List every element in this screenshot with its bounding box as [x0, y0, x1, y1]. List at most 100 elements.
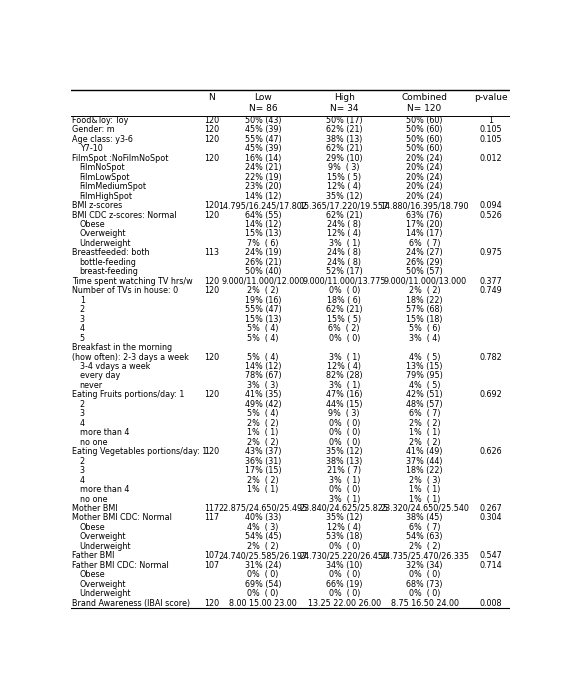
Text: 64% (55): 64% (55)	[244, 211, 281, 220]
Text: 23.840/24.625/25.825: 23.840/24.625/25.825	[300, 504, 389, 513]
Text: Food&Toy: Toy: Food&Toy: Toy	[72, 116, 128, 125]
Text: 1%  ( 1): 1% ( 1)	[409, 495, 441, 504]
Text: 4: 4	[79, 475, 84, 484]
Text: 5: 5	[79, 333, 85, 342]
Text: Mother BMI: Mother BMI	[72, 504, 117, 513]
Text: 79% (95): 79% (95)	[406, 371, 443, 381]
Text: 50% (60): 50% (60)	[407, 126, 443, 134]
Text: 41% (35): 41% (35)	[244, 390, 281, 399]
Text: 31% (24): 31% (24)	[244, 560, 281, 570]
Text: 0.377: 0.377	[479, 276, 502, 286]
Text: 0%  ( 0): 0% ( 0)	[409, 570, 441, 579]
Text: FilmMediumSpot: FilmMediumSpot	[79, 182, 147, 191]
Text: 2%  ( 2): 2% ( 2)	[247, 438, 279, 447]
Text: 1%  ( 1): 1% ( 1)	[247, 485, 278, 494]
Text: Y7-10: Y7-10	[79, 144, 103, 153]
Text: 14% (17): 14% (17)	[407, 229, 443, 239]
Text: Brand Awareness (IBAI score): Brand Awareness (IBAI score)	[72, 599, 190, 608]
Text: 52% (17): 52% (17)	[326, 268, 362, 276]
Text: Breakfast in the morning: Breakfast in the morning	[72, 343, 172, 352]
Text: 2%  ( 2): 2% ( 2)	[247, 542, 279, 551]
Text: 53% (18): 53% (18)	[326, 532, 362, 541]
Text: 120: 120	[204, 201, 219, 210]
Text: 0%  ( 0): 0% ( 0)	[328, 286, 360, 295]
Text: 14% (12): 14% (12)	[244, 362, 281, 371]
Text: 2%  ( 2): 2% ( 2)	[409, 286, 441, 295]
Text: 5%  ( 4): 5% ( 4)	[247, 353, 278, 362]
Text: never: never	[79, 381, 103, 390]
Text: BMI CDC z-scores: Normal: BMI CDC z-scores: Normal	[72, 211, 176, 220]
Text: Underweight: Underweight	[79, 239, 131, 248]
Text: 0%  ( 0): 0% ( 0)	[328, 418, 360, 428]
Text: 12% ( 4): 12% ( 4)	[327, 362, 361, 371]
Text: Time spent watching TV hrs/w: Time spent watching TV hrs/w	[72, 276, 192, 286]
Text: 3%  ( 1): 3% ( 1)	[328, 475, 360, 484]
Text: High: High	[334, 93, 354, 102]
Text: 0%  ( 0): 0% ( 0)	[328, 485, 360, 494]
Text: 22.875/24.650/25.495: 22.875/24.650/25.495	[218, 504, 307, 513]
Text: 8.00 15.00 23.00: 8.00 15.00 23.00	[229, 599, 297, 608]
Text: 50% (57): 50% (57)	[406, 268, 443, 276]
Text: 120: 120	[204, 116, 219, 125]
Text: 12% ( 4): 12% ( 4)	[327, 523, 361, 532]
Text: 0.749: 0.749	[479, 286, 502, 295]
Text: N= 120: N= 120	[408, 104, 442, 113]
Text: 3%  ( 1): 3% ( 1)	[328, 495, 360, 504]
Text: 0.782: 0.782	[479, 353, 502, 362]
Text: 40% (33): 40% (33)	[245, 513, 281, 523]
Text: 4%  ( 5): 4% ( 5)	[409, 353, 441, 362]
Text: 32% (34): 32% (34)	[407, 560, 443, 570]
Text: 20% (24): 20% (24)	[407, 163, 443, 172]
Text: 55% (47): 55% (47)	[244, 305, 281, 314]
Text: Eating Fruits portions/day: 1: Eating Fruits portions/day: 1	[72, 390, 184, 399]
Text: 0%  ( 0): 0% ( 0)	[328, 589, 360, 598]
Text: 1: 1	[488, 116, 493, 125]
Text: 2: 2	[79, 457, 85, 466]
Text: no one: no one	[79, 438, 107, 447]
Text: 35% (12): 35% (12)	[326, 191, 362, 200]
Text: 120: 120	[204, 154, 219, 163]
Text: 24% (21): 24% (21)	[244, 163, 281, 172]
Text: 0.304: 0.304	[479, 513, 502, 523]
Text: more than 4: more than 4	[79, 485, 129, 494]
Text: Overweight: Overweight	[79, 532, 126, 541]
Text: 0.626: 0.626	[479, 447, 502, 456]
Text: Low: Low	[254, 93, 272, 102]
Text: 69% (54): 69% (54)	[244, 580, 281, 589]
Text: 5%  ( 4): 5% ( 4)	[247, 410, 278, 418]
Text: 120: 120	[204, 211, 219, 220]
Text: 15% (18): 15% (18)	[407, 315, 443, 324]
Text: 6%  ( 2): 6% ( 2)	[328, 324, 360, 333]
Text: 66% (19): 66% (19)	[326, 580, 362, 589]
Text: FilmSpot :NoFilmNoSpot: FilmSpot :NoFilmNoSpot	[72, 154, 168, 163]
Text: 26% (21): 26% (21)	[244, 258, 281, 267]
Text: Combined: Combined	[401, 93, 447, 102]
Text: 68% (73): 68% (73)	[407, 580, 443, 589]
Text: 107: 107	[204, 560, 219, 570]
Text: Underweight: Underweight	[79, 589, 131, 598]
Text: 50% (40): 50% (40)	[244, 268, 281, 276]
Text: bottle-feeding: bottle-feeding	[79, 258, 137, 267]
Text: 9.000/11.000/12.000: 9.000/11.000/12.000	[221, 276, 304, 286]
Text: 0%  ( 0): 0% ( 0)	[328, 570, 360, 579]
Text: 120: 120	[204, 286, 219, 295]
Text: 0%  ( 0): 0% ( 0)	[328, 333, 360, 342]
Text: Obese: Obese	[79, 220, 105, 229]
Text: 3%  ( 1): 3% ( 1)	[328, 381, 360, 390]
Text: 3%  ( 1): 3% ( 1)	[328, 239, 360, 248]
Text: 0%  ( 0): 0% ( 0)	[328, 428, 360, 437]
Text: 82% (28): 82% (28)	[326, 371, 362, 381]
Text: 107: 107	[204, 552, 219, 560]
Text: 3: 3	[79, 466, 84, 475]
Text: 48% (57): 48% (57)	[407, 400, 443, 409]
Text: 54% (63): 54% (63)	[407, 532, 443, 541]
Text: 3: 3	[79, 410, 84, 418]
Text: 0.267: 0.267	[479, 504, 502, 513]
Text: 57% (68): 57% (68)	[407, 305, 443, 314]
Text: p-value: p-value	[473, 93, 507, 102]
Text: 6%  ( 7): 6% ( 7)	[409, 239, 441, 248]
Text: 9%  ( 3): 9% ( 3)	[328, 163, 360, 172]
Text: 0%  ( 0): 0% ( 0)	[328, 438, 360, 447]
Text: Overweight: Overweight	[79, 580, 126, 589]
Text: 15% (13): 15% (13)	[244, 229, 281, 239]
